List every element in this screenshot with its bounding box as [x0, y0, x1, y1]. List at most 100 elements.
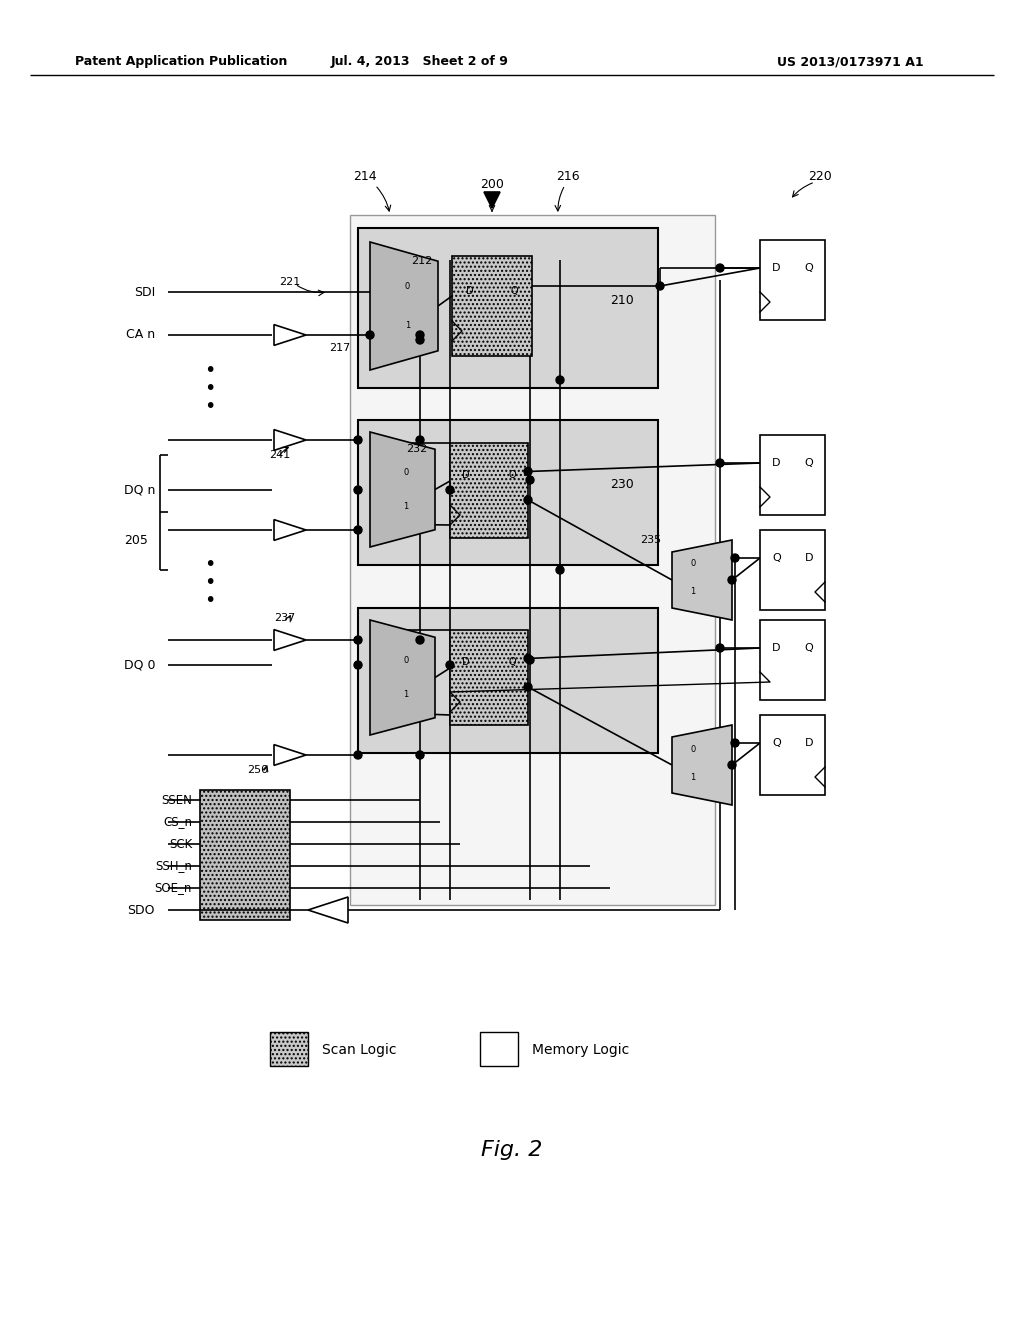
- Circle shape: [716, 459, 724, 467]
- Text: SOE_n: SOE_n: [155, 882, 193, 895]
- Text: 1: 1: [690, 587, 695, 597]
- Text: SDO: SDO: [128, 903, 155, 916]
- Text: D: D: [772, 643, 780, 653]
- Text: •: •: [205, 379, 216, 397]
- Circle shape: [731, 739, 739, 747]
- Circle shape: [524, 467, 532, 475]
- Polygon shape: [308, 898, 348, 923]
- Text: Memory Logic: Memory Logic: [532, 1043, 630, 1057]
- Text: Q: Q: [804, 458, 813, 469]
- Circle shape: [728, 576, 736, 583]
- Text: 235: 235: [640, 535, 662, 545]
- Circle shape: [416, 436, 424, 444]
- Bar: [358, 609, 658, 752]
- Circle shape: [556, 566, 564, 574]
- Circle shape: [416, 331, 424, 339]
- Bar: [480, 1032, 518, 1067]
- Bar: [760, 436, 825, 515]
- Polygon shape: [370, 620, 435, 735]
- Circle shape: [728, 762, 736, 770]
- Text: US 2013/0173971 A1: US 2013/0173971 A1: [776, 55, 924, 69]
- Circle shape: [524, 496, 532, 504]
- Text: Fig. 2: Fig. 2: [481, 1140, 543, 1160]
- Text: 250: 250: [248, 766, 268, 775]
- Text: 200: 200: [480, 178, 504, 191]
- Polygon shape: [274, 429, 306, 450]
- Text: 1: 1: [404, 321, 410, 330]
- Circle shape: [446, 486, 454, 494]
- Circle shape: [354, 636, 362, 644]
- Text: D: D: [772, 263, 780, 273]
- Bar: [760, 620, 825, 700]
- Bar: [760, 531, 825, 610]
- Circle shape: [716, 644, 724, 652]
- Text: Q: Q: [772, 738, 780, 748]
- Circle shape: [366, 331, 374, 339]
- Text: 0: 0: [404, 282, 410, 292]
- Polygon shape: [274, 325, 306, 346]
- Text: 0: 0: [403, 467, 409, 477]
- Text: 0: 0: [403, 656, 409, 665]
- Text: Patent Application Publication: Patent Application Publication: [75, 55, 288, 69]
- Text: •: •: [205, 591, 216, 610]
- Polygon shape: [274, 744, 306, 766]
- Circle shape: [354, 486, 362, 494]
- Circle shape: [416, 337, 424, 345]
- Circle shape: [354, 661, 362, 669]
- Text: SDI: SDI: [134, 285, 155, 298]
- Text: 241: 241: [269, 450, 291, 459]
- Text: 237: 237: [274, 612, 296, 623]
- Text: CA n: CA n: [126, 329, 155, 342]
- Text: 212: 212: [411, 256, 432, 267]
- Bar: [270, 1032, 308, 1067]
- Circle shape: [556, 376, 564, 384]
- Circle shape: [526, 656, 534, 664]
- Text: DQ n: DQ n: [124, 483, 155, 496]
- Text: 214: 214: [353, 170, 377, 183]
- Text: 210: 210: [610, 293, 634, 306]
- Polygon shape: [484, 191, 500, 209]
- Circle shape: [731, 554, 739, 562]
- Circle shape: [656, 282, 664, 290]
- Text: 216: 216: [556, 170, 580, 183]
- Circle shape: [416, 751, 424, 759]
- Text: D: D: [462, 657, 470, 667]
- Circle shape: [446, 661, 454, 669]
- Text: D: D: [466, 286, 474, 296]
- Polygon shape: [370, 432, 435, 546]
- Bar: [450, 444, 528, 539]
- Circle shape: [524, 682, 532, 690]
- Bar: [450, 630, 528, 725]
- Text: Q: Q: [510, 286, 518, 296]
- Text: Q: Q: [804, 263, 813, 273]
- Circle shape: [354, 436, 362, 444]
- Polygon shape: [274, 520, 306, 540]
- Bar: [760, 240, 825, 319]
- Bar: [350, 215, 715, 906]
- Text: CS_n: CS_n: [163, 816, 193, 829]
- Text: Scan Logic: Scan Logic: [322, 1043, 396, 1057]
- Text: 1: 1: [403, 690, 409, 700]
- Text: 0: 0: [690, 744, 695, 754]
- Text: 221: 221: [280, 277, 301, 286]
- Text: 217: 217: [330, 343, 350, 352]
- Text: Q: Q: [772, 553, 780, 564]
- Bar: [452, 256, 532, 356]
- Text: 230: 230: [610, 479, 634, 491]
- Text: Q: Q: [508, 657, 516, 667]
- Polygon shape: [672, 540, 732, 620]
- Circle shape: [524, 655, 532, 663]
- Text: 205: 205: [124, 533, 148, 546]
- Circle shape: [354, 525, 362, 535]
- Text: D: D: [772, 458, 780, 469]
- Text: 232: 232: [406, 445, 427, 454]
- Text: •: •: [205, 556, 216, 574]
- Text: D: D: [805, 738, 813, 748]
- Circle shape: [354, 751, 362, 759]
- Text: Q: Q: [508, 470, 516, 480]
- Text: D: D: [462, 470, 470, 480]
- Circle shape: [716, 264, 724, 272]
- Circle shape: [526, 477, 534, 484]
- Text: SSEN: SSEN: [161, 793, 193, 807]
- Text: 220: 220: [808, 170, 831, 183]
